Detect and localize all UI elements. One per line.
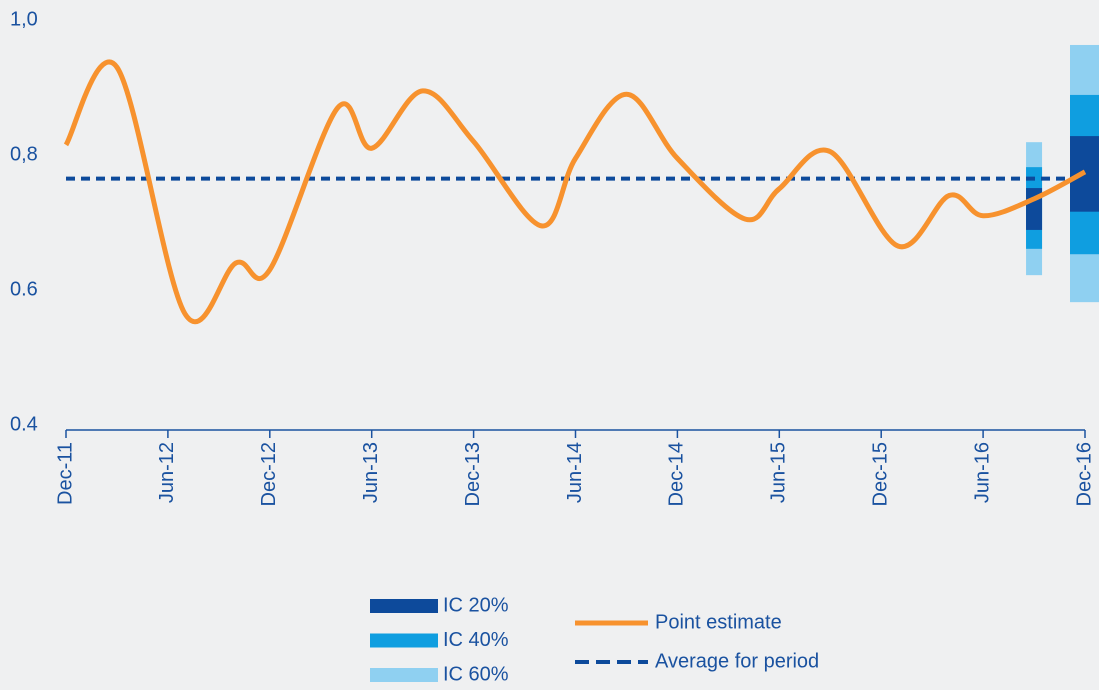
y-tick-label: 0.6 (10, 278, 38, 300)
x-tick-label: Jun-14 (564, 442, 586, 503)
y-tick-label: 0,8 (10, 143, 38, 165)
x-tick-label: Dec-11 (54, 442, 76, 505)
x-tick-label: Jun-12 (156, 442, 178, 503)
x-tick-label: Dec-12 (258, 442, 280, 506)
legend-label: IC 20% (443, 594, 509, 616)
x-tick-label: Jun-13 (360, 442, 382, 503)
legend-label: IC 60% (443, 663, 509, 685)
legend-label: Point estimate (655, 611, 782, 633)
legend-swatch (370, 668, 438, 682)
y-tick-label: 1,0 (10, 8, 38, 30)
x-tick-label: Jun-15 (768, 442, 790, 503)
point-estimate-line (63, 59, 1087, 325)
legend-label: IC 40% (443, 629, 509, 651)
x-tick-label: Jun-16 (971, 442, 993, 503)
x-tick-label: Dec-14 (666, 442, 688, 506)
x-tick-label: Dec-13 (462, 442, 484, 506)
x-tick-label: Dec-15 (869, 442, 891, 506)
legend-swatch (370, 633, 438, 648)
x-tick-label: Dec-16 (1073, 442, 1095, 506)
y-tick-label: 0.4 (10, 413, 38, 435)
legend-swatch (370, 599, 438, 613)
legend-label: Average for period (655, 650, 819, 672)
